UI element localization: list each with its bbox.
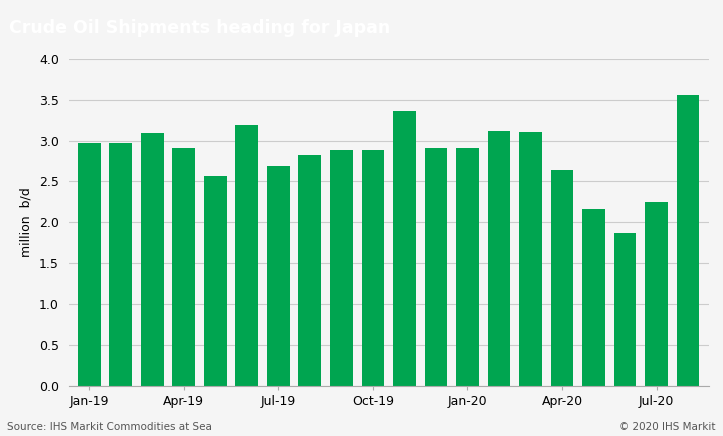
Text: Crude Oil Shipments heading for Japan: Crude Oil Shipments heading for Japan <box>9 19 390 37</box>
Bar <box>393 111 416 386</box>
Bar <box>141 133 163 386</box>
Bar <box>78 143 100 386</box>
Bar <box>362 150 384 386</box>
Bar <box>267 166 290 386</box>
Text: © 2020 IHS Markit: © 2020 IHS Markit <box>620 422 716 432</box>
Bar <box>456 148 479 386</box>
Bar <box>109 143 132 386</box>
Bar <box>204 176 226 386</box>
Bar <box>424 148 448 386</box>
Bar <box>487 131 510 386</box>
Bar <box>299 154 321 386</box>
Bar <box>519 133 542 386</box>
Bar <box>172 148 195 386</box>
Text: Source: IHS Markit Commodities at Sea: Source: IHS Markit Commodities at Sea <box>7 422 212 432</box>
Bar <box>551 170 573 386</box>
Bar <box>582 209 605 386</box>
Y-axis label: million  b/d: million b/d <box>19 187 32 257</box>
Bar <box>614 233 636 386</box>
Bar <box>677 95 699 386</box>
Bar <box>236 125 258 386</box>
Bar <box>645 202 668 386</box>
Bar <box>330 150 353 386</box>
